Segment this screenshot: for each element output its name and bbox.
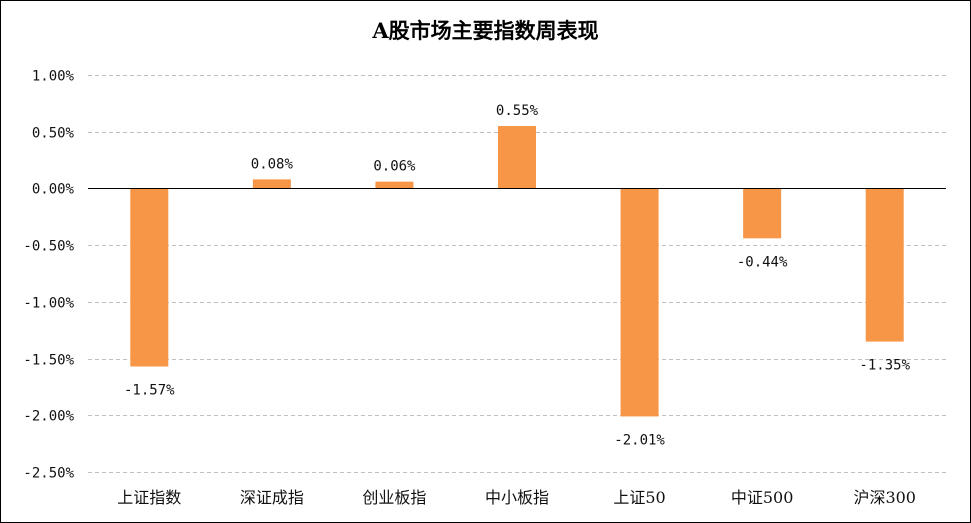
y-tick-label: -0.50% [23,239,74,255]
data-label: -2.01% [614,432,665,448]
bar [743,188,782,239]
bar [498,126,536,189]
x-tick-label: 中证500 [731,488,794,507]
y-tick-label: -2.50% [23,466,74,482]
data-label: 0.55% [496,103,539,119]
data-label: 0.06% [373,159,416,175]
data-label: -1.57% [124,383,175,399]
data-label: -1.35% [859,358,910,374]
y-tick-label: 0.50% [32,126,75,142]
x-tick-label: 中小板指 [485,488,549,507]
data-label: -0.44% [737,254,788,270]
x-tick-label: 上证指数 [117,488,181,507]
y-tick-label: -1.50% [23,353,74,369]
y-tick-label: -2.00% [23,409,74,425]
chart-title: A股市场主要指数周表现 [372,18,599,43]
y-tick-label: -1.00% [23,296,74,312]
bar [252,179,291,189]
bar [865,188,904,342]
x-tick-label: 沪深300 [853,488,916,507]
bar [375,181,414,189]
bar [620,188,659,417]
y-tick-label: 1.00% [32,69,75,85]
data-label: 0.08% [251,156,294,172]
x-tick-label: 上证50 [613,488,665,507]
x-tick-label: 深证成指 [240,488,304,507]
y-tick-label: 0.00% [32,182,75,198]
x-tick-label: 创业板指 [362,488,426,507]
bar [130,188,169,367]
